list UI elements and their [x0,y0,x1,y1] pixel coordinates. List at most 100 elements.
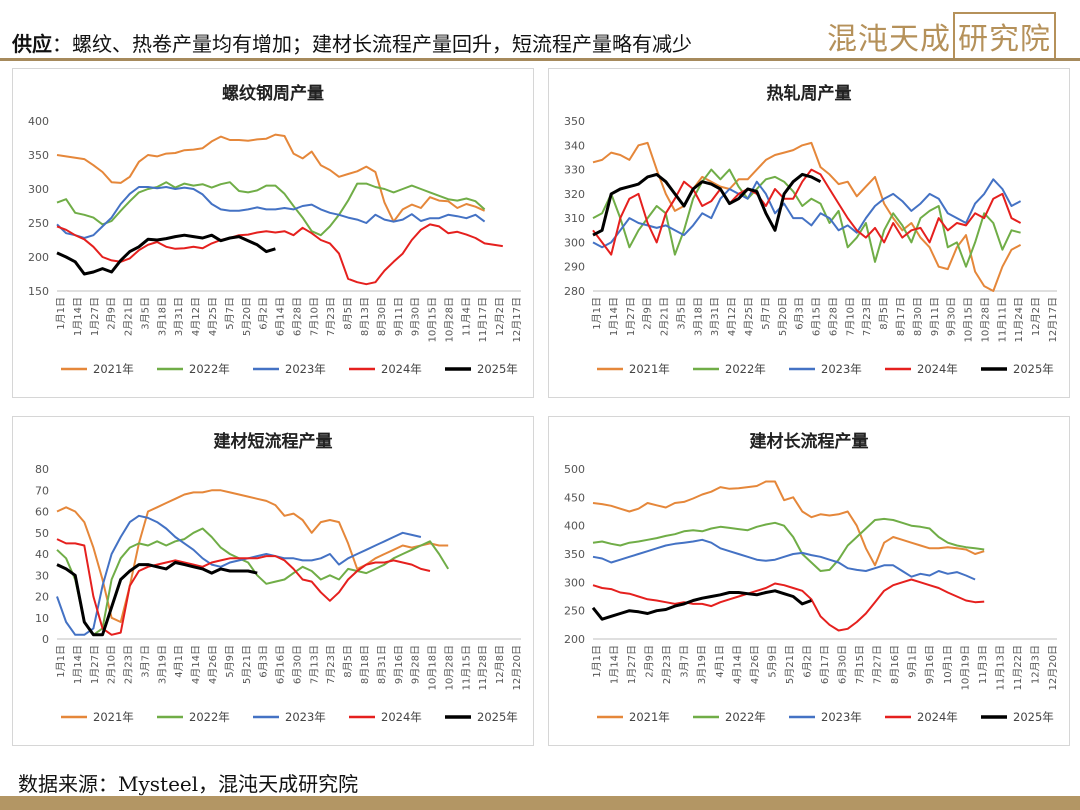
series-line-2022年 [592,517,985,572]
x-tick-label: 2月9日 [642,297,654,330]
x-tick-label: 8月31日 [376,645,388,684]
x-tick-label: 1月14日 [609,645,621,684]
footer-bar [0,796,1080,810]
series-line-2025年 [56,561,258,637]
x-tick-label: 4月25日 [207,297,219,336]
y-tick-label: 20 [35,591,49,604]
legend-label: 2021年 [93,362,134,376]
y-tick-label: 350 [564,548,585,561]
logo-text: 混沌天成 [827,22,951,57]
x-tick-label: 1月1日 [591,645,603,678]
x-tick-label: 1月14日 [72,297,84,336]
x-tick-label: 1月27日 [626,645,638,684]
x-tick-label: 4月26日 [749,645,761,684]
x-tick-label: 4月12日 [726,297,738,336]
x-tick-label: 8月5日 [342,297,354,330]
legend-label: 2021年 [93,710,134,724]
x-tick-label: 4月14日 [731,645,743,684]
x-tick-label: 10月15日 [963,297,975,342]
logo-seal: 研究院 [953,12,1056,60]
series-line-2024年 [56,223,503,286]
x-tick-label: 2月23日 [123,645,135,684]
x-tick-label: 11月3日 [977,645,989,684]
y-tick-label: 320 [564,188,585,201]
legend-label: 2022年 [189,710,230,724]
legend-label: 2023年 [821,362,862,376]
y-tick-label: 10 [35,612,49,625]
legend-label: 2025年 [1013,710,1054,724]
x-tick-label: 4月1日 [714,645,726,678]
legend-label: 2022年 [725,362,766,376]
x-tick-label: 2月10日 [106,645,118,684]
x-tick-label: 12月17日 [511,297,523,342]
series-line-2021年 [56,133,486,223]
legend-label: 2021年 [629,362,670,376]
x-tick-label: 12月3日 [1029,645,1041,684]
x-tick-label: 9月16日 [393,645,405,684]
x-tick-label: 11月11日 [996,297,1008,342]
x-tick-label: 10月15日 [427,297,439,342]
x-tick-label: 5月21日 [241,645,253,684]
headline-lead: 供应 [12,32,52,56]
x-tick-label: 10月28日 [979,297,991,342]
y-tick-label: 300 [564,236,585,249]
x-tick-label: 12月20日 [1047,645,1059,690]
chart-panel-short-process-output: 建材短流程产量 0 10 20 30 40 50 60 70 80 1月1日 1月14日 1月27日 2月… [12,416,534,746]
y-tick-label: 400 [28,115,49,128]
x-tick-label: 3月5日 [139,297,151,330]
series-line-2022年 [592,168,1021,268]
x-tick-label: 9月11日 [929,297,941,336]
y-tick-label: 70 [35,484,49,497]
x-tick-label: 11月4日 [460,297,472,336]
x-tick-label: 9月30日 [410,297,422,336]
page-footer: 数据来源：Mysteel，混沌天成研究院 [0,768,1080,810]
legend-label: 2022年 [725,710,766,724]
x-tick-label: 9月28日 [410,645,422,684]
chart-title: 建材短流程产量 [214,431,333,452]
series-line-2023年 [56,186,486,239]
legend-label: 2025年 [477,710,518,724]
x-tick-label: 6月2日 [258,297,270,330]
chart-panel-long-process-output: 建材长流程产量 200 250 300 350 400 450 500 1月1日 1月14日 1月2… [548,416,1070,746]
x-tick-label: 7月27日 [872,645,884,684]
x-tick-label: 11月13日 [994,645,1006,690]
x-tick-label: 5月7日 [224,297,236,330]
data-source-note: 数据来源：Mysteel，混沌天成研究院 [18,772,359,796]
x-tick-label: 8月13日 [359,297,371,336]
x-tick-label: 7月23日 [325,645,337,684]
x-tick-label: 12月8日 [494,645,506,684]
x-tick-label: 1月27日 [89,645,101,684]
x-tick-label: 10月18日 [427,645,439,690]
x-tick-label: 10月19日 [959,645,971,690]
x-tick-label: 6月30日 [837,645,849,684]
x-tick-label: 4月26日 [207,645,219,684]
headline-separator: ： [52,32,72,56]
chart-panel-rebar-output: 螺纹钢周产量 150 200 250 300 350 400 1月1日 1月14日 1月27日 2月… [12,68,534,398]
x-tick-label: 1月1日 [591,297,603,330]
chart-rebar-weekly-output: 螺纹钢周产量 150 200 250 300 350 400 1月1日 1月14日 1月27日 2月… [28,83,523,376]
x-tick-label: 3月18日 [156,297,168,336]
series-line-2023年 [56,514,422,636]
y-tick-label: 200 [564,633,585,646]
x-tick-label: 11月24日 [1013,297,1025,342]
series-line-2021年 [592,480,985,567]
legend-label: 2025年 [1013,362,1054,376]
x-tick-label: 6月3日 [258,645,270,678]
legend-label: 2024年 [917,362,958,376]
y-tick-label: 400 [564,520,585,533]
series-line-2021年 [56,489,449,623]
chart-title: 热轧周产量 [767,83,852,104]
x-tick-label: 11月22日 [1012,645,1024,690]
legend-label: 2024年 [381,710,422,724]
page-header: 供应：螺纹、热卷产量均有增加；建材长流程产量回升，短流程产量略有减少 混沌天成研… [0,0,1080,62]
series-line-2025年 [56,233,276,276]
x-tick-label: 12月20日 [511,645,523,690]
headline-text: 螺纹、热卷产量均有增加；建材长流程产量回升，短流程产量略有减少 [72,32,692,56]
x-tick-label: 6月15日 [811,297,823,336]
series-line-2025年 [592,172,822,237]
x-tick-label: 3月19日 [156,645,168,684]
x-tick-label: 8月30日 [376,297,388,336]
legend-label: 2023年 [285,710,326,724]
legend-label: 2021年 [629,710,670,724]
x-tick-label: 12月2日 [494,297,506,336]
